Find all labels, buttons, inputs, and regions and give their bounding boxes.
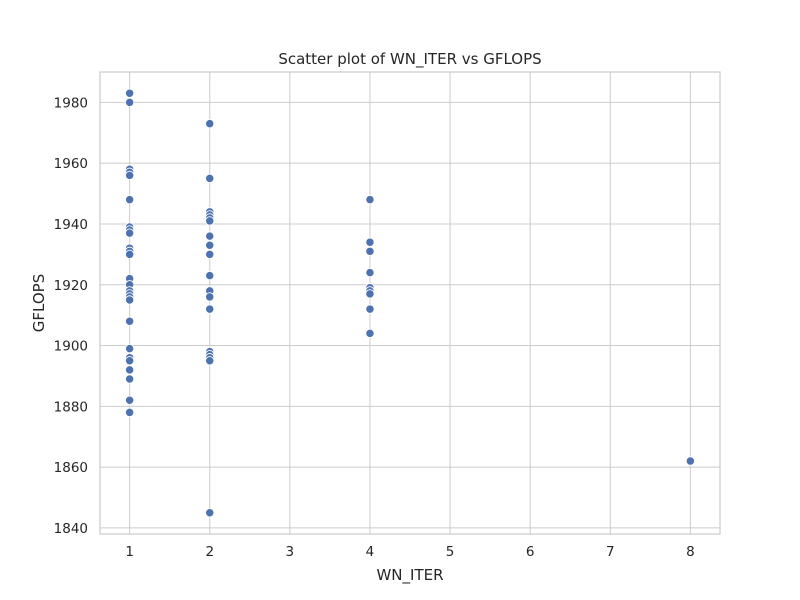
scatter-point	[365, 246, 375, 256]
chart-title: Scatter plot of WN_ITER vs GFLOPS	[278, 50, 541, 69]
scatter-point	[124, 343, 135, 354]
x-tick-labels: 1 2 3 4 5 6 7 8	[125, 544, 694, 560]
x-tick-label: 7	[606, 544, 615, 560]
x-axis-label: WN_ITER	[376, 566, 443, 585]
scatter-point	[205, 173, 215, 184]
x-tick-label: 5	[446, 544, 455, 560]
y-tick-label: 1940	[54, 217, 88, 233]
y-tick-label: 1880	[54, 399, 88, 415]
scatter-point	[124, 170, 135, 180]
grid-lines	[100, 72, 720, 534]
scatter-point	[124, 407, 135, 418]
scatter-point	[124, 88, 135, 98]
scatter-point	[124, 249, 135, 260]
scatter-point	[365, 237, 375, 247]
scatter-point	[205, 249, 215, 260]
y-axis-label: GFLOPS	[30, 274, 48, 332]
y-tick-labels: 1840 1860 1880 1900 1920 1940 1960 1980	[54, 95, 88, 537]
x-tick-label: 6	[526, 544, 535, 560]
y-tick-label: 1900	[54, 339, 88, 355]
scatter-point	[205, 240, 215, 250]
scatter-point	[205, 216, 215, 226]
scatter-point	[124, 374, 135, 384]
scatter-point	[365, 195, 375, 205]
scatter-point	[365, 289, 375, 299]
scatter-point	[124, 195, 135, 205]
scatter-point	[205, 304, 215, 314]
scatter-point	[124, 295, 135, 305]
y-tick-label: 1840	[54, 521, 88, 537]
scatter-point	[124, 228, 135, 238]
scatter-point	[124, 395, 135, 405]
scatter-point	[205, 292, 215, 302]
scatter-point	[685, 456, 696, 466]
scatter-point	[124, 97, 135, 108]
scatter-point	[205, 119, 215, 129]
plot-area-frame	[99, 71, 721, 535]
x-tick-label: 8	[686, 544, 695, 560]
scatter-point	[365, 267, 375, 278]
scatter-point	[205, 270, 215, 281]
data-points	[124, 88, 696, 518]
scatter-point	[124, 316, 135, 326]
y-tick-label: 1960	[54, 156, 88, 172]
x-tick-label: 1	[125, 544, 134, 560]
scatter-point	[205, 356, 215, 366]
scatter-point	[205, 508, 215, 518]
scatter-point	[124, 356, 135, 366]
scatter-point	[365, 304, 375, 314]
scatter-point	[124, 365, 135, 375]
x-tick-label: 4	[366, 544, 375, 560]
y-tick-label: 1920	[54, 278, 88, 294]
y-tick-label: 1980	[54, 95, 88, 111]
x-tick-label: 2	[205, 544, 214, 560]
y-tick-label: 1860	[54, 460, 88, 476]
scatter-point	[365, 328, 375, 339]
scatter-point	[205, 231, 215, 241]
x-tick-label: 3	[286, 544, 295, 560]
